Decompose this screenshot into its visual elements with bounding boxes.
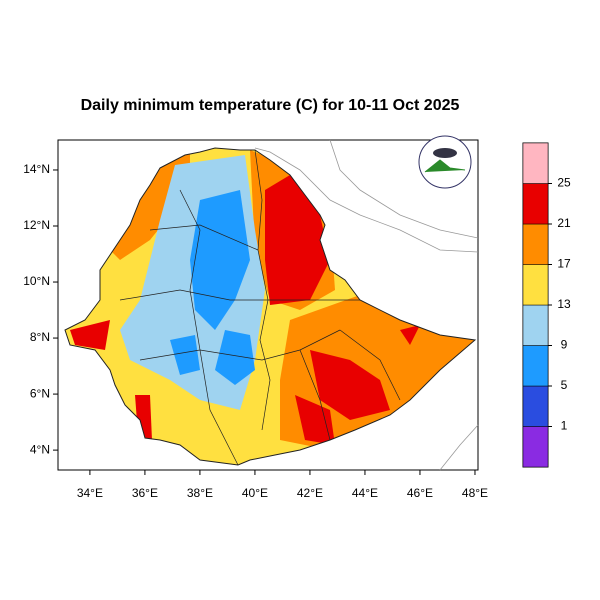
colorbar-segment bbox=[522, 304, 549, 346]
y-tick-label: 4°N bbox=[30, 442, 50, 456]
axes: 34°E 36°E 38°E 40°E 42°E 44°E 46°E 48°E 4°N 6°N 8°… bbox=[23, 162, 488, 500]
colorbar-segment bbox=[522, 345, 549, 387]
colorbar-label: 25 bbox=[557, 176, 571, 190]
colorbar-segment bbox=[522, 142, 549, 184]
colorbar: 1 5 9 13 17 21 25 bbox=[522, 142, 571, 468]
y-tick-label: 10°N bbox=[23, 274, 50, 288]
coastlines bbox=[254, 139, 479, 471]
colorbar-segment bbox=[522, 223, 549, 265]
x-tick-label: 40°E bbox=[242, 486, 268, 500]
colorbar-segment bbox=[522, 426, 549, 468]
x-tick-label: 36°E bbox=[132, 486, 158, 500]
x-tick-label: 42°E bbox=[297, 486, 323, 500]
x-tick-label: 38°E bbox=[187, 486, 213, 500]
logo bbox=[418, 135, 472, 189]
colorbar-label: 1 bbox=[561, 419, 568, 433]
x-tick-label: 48°E bbox=[462, 486, 488, 500]
y-tick-label: 8°N bbox=[30, 330, 50, 344]
y-tick-label: 6°N bbox=[30, 386, 50, 400]
colorbar-segment bbox=[522, 264, 549, 306]
colorbar-label: 21 bbox=[557, 216, 571, 230]
colorbar-label: 13 bbox=[557, 297, 571, 311]
colorbar-label: 17 bbox=[557, 257, 571, 271]
x-tick-label: 44°E bbox=[352, 486, 378, 500]
colorbar-segment bbox=[522, 385, 549, 427]
colorbar-label: 9 bbox=[561, 338, 568, 352]
admin-borders bbox=[64, 147, 477, 466]
x-tick-label: 46°E bbox=[407, 486, 433, 500]
x-tick-label: 34°E bbox=[77, 486, 103, 500]
y-tick-label: 14°N bbox=[23, 162, 50, 176]
map-title: Daily minimum temperature (C) for 10-11 … bbox=[81, 97, 460, 114]
y-tick-label: 12°N bbox=[23, 218, 50, 232]
colorbar-label: 5 bbox=[561, 378, 568, 392]
colorbar-segment bbox=[522, 183, 549, 225]
